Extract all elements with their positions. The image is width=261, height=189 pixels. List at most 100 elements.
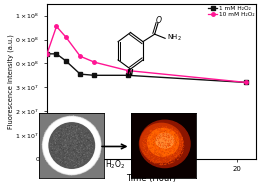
Point: [50, 126, 54, 129]
Point: [85, 159, 89, 162]
Point: [174, 134, 179, 137]
Point: [68, 137, 72, 140]
Point: [57, 158, 61, 161]
Point: [87, 137, 91, 140]
Point: [43, 142, 48, 145]
Point: [73, 140, 77, 143]
Point: [61, 132, 65, 135]
Point: [73, 124, 78, 127]
Point: [175, 138, 179, 141]
Point: [86, 148, 90, 151]
Point: [49, 149, 54, 152]
Point: [54, 150, 58, 153]
Point: [81, 157, 85, 160]
Point: [161, 132, 165, 135]
Point: [78, 132, 82, 135]
Point: [74, 116, 78, 119]
Point: [53, 133, 57, 136]
Point: [156, 136, 160, 139]
Point: [73, 161, 77, 164]
Point: [85, 151, 89, 154]
Point: [150, 143, 154, 146]
Point: [178, 155, 182, 158]
Point: [61, 157, 66, 160]
Point: [179, 148, 183, 151]
Point: [52, 138, 56, 141]
Point: [70, 151, 74, 154]
Point: [173, 148, 177, 151]
Point: [62, 136, 66, 139]
Point: [169, 144, 173, 147]
Point: [51, 134, 56, 137]
Point: [80, 119, 84, 122]
Point: [179, 150, 183, 153]
Point: [176, 144, 180, 147]
Point: [157, 133, 161, 136]
Point: [96, 144, 100, 147]
Point: [75, 160, 80, 163]
Point: [65, 146, 69, 149]
Point: [91, 132, 95, 135]
Point: [51, 140, 55, 143]
Point: [181, 149, 185, 152]
Point: [77, 149, 81, 152]
Point: [84, 135, 88, 138]
Point: [43, 149, 47, 152]
Point: [52, 154, 56, 157]
Point: [60, 151, 64, 154]
Point: [50, 143, 54, 146]
Point: [145, 131, 150, 134]
Point: [155, 126, 159, 129]
Point: [83, 136, 87, 139]
Point: [160, 141, 164, 144]
Point: [61, 136, 65, 139]
Point: [158, 135, 162, 138]
Point: [154, 139, 158, 142]
Point: [88, 142, 92, 145]
Point: [94, 132, 98, 135]
Point: [78, 125, 82, 129]
Point: [76, 156, 80, 159]
Point: [84, 126, 88, 129]
Point: [81, 154, 85, 157]
Point: [90, 145, 94, 148]
Point: [75, 157, 79, 160]
Point: [73, 153, 77, 156]
Point: [70, 149, 74, 153]
Point: [96, 155, 100, 158]
Point: [80, 133, 84, 136]
Point: [73, 130, 77, 133]
Point: [73, 146, 77, 149]
Point: [56, 158, 60, 161]
Point: [85, 143, 89, 146]
Point: [81, 137, 85, 140]
Point: [72, 140, 76, 143]
Point: [87, 151, 91, 154]
Point: [86, 121, 90, 124]
Point: [64, 142, 69, 145]
Point: [173, 134, 177, 137]
Point: [162, 134, 166, 137]
Point: [152, 148, 157, 151]
Point: [69, 135, 74, 138]
Point: [66, 126, 70, 129]
Point: [76, 149, 80, 153]
Point: [44, 154, 48, 157]
Point: [56, 164, 60, 167]
Point: [156, 156, 160, 159]
Point: [60, 126, 64, 129]
Point: [98, 151, 102, 154]
Point: [69, 150, 74, 153]
Point: [54, 152, 58, 155]
Point: [58, 153, 62, 156]
Point: [157, 147, 162, 150]
Point: [61, 138, 65, 141]
Point: [77, 161, 81, 164]
Point: [73, 131, 77, 134]
Point: [173, 143, 177, 146]
Point: [45, 143, 49, 146]
Point: [74, 154, 79, 157]
Point: [57, 158, 61, 161]
Point: [89, 140, 93, 143]
Point: [60, 123, 64, 126]
